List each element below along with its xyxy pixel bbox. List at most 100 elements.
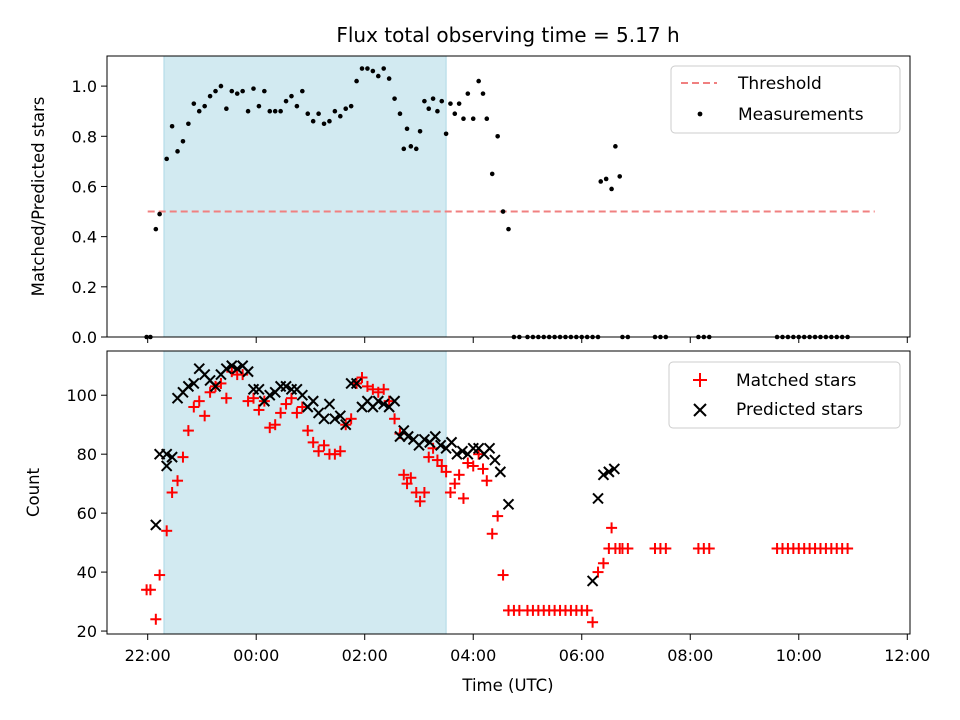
matched-point-49: [401, 478, 413, 490]
predicted-point-63: [483, 442, 496, 454]
predicted-point-20: [253, 383, 265, 396]
measurement-point-7: [180, 139, 186, 144]
axes-bottom: 20 40 60 80 100 22:00 00:00 02:00 04:00 06:00 08:…: [24, 350, 930, 695]
measurement-point-60: [452, 111, 458, 117]
matched-point-90: [606, 522, 618, 534]
measurement-point-48: [401, 146, 407, 152]
axes-frame-bottom: [106, 350, 911, 635]
matched-point-70: [497, 569, 509, 581]
predicted-point-48: [402, 430, 414, 443]
predicted-point-66: [502, 498, 515, 510]
measurement-point-89: [603, 176, 609, 182]
measurement-point-34: [327, 118, 332, 124]
matched-point-40: [356, 372, 368, 384]
measurement-point-29: [300, 88, 305, 94]
matched-point-64: [467, 460, 479, 472]
matched-point-94: [622, 543, 634, 555]
measurement-point-26: [283, 98, 289, 104]
chart-title: Flux total observing time = 5.17 h: [336, 23, 679, 47]
predicted-point-46: [394, 430, 406, 443]
matched-point-44: [378, 383, 390, 395]
predicted-point-3: [160, 448, 173, 460]
predicted-point-36: [340, 418, 352, 431]
predicted-point-58: [456, 445, 469, 457]
predicted-point-67: [586, 575, 599, 587]
matched-point-60: [449, 478, 461, 490]
measurement-point-52: [417, 128, 423, 134]
matched-point-48: [398, 469, 410, 481]
measurement-point-51: [413, 146, 419, 152]
predicted-point-0: [150, 519, 162, 531]
legend-top: Threshold Measurements: [670, 65, 901, 134]
matched-point-33: [318, 439, 330, 451]
legend-measurement-swatch: [697, 111, 703, 117]
matched-point-62: [457, 492, 469, 504]
measurement-point-30: [305, 111, 311, 117]
measurement-point-53: [422, 98, 427, 104]
bottom-xtick-label-1: 00:00: [233, 646, 279, 665]
matched-point-87: [592, 566, 604, 578]
matched-point-88: [597, 557, 609, 569]
matched-point-25: [275, 407, 287, 419]
predicted-point-51: [418, 433, 431, 446]
matched-point-26: [280, 398, 292, 410]
measurement-point-90: [609, 186, 614, 192]
measurement-point-57: [439, 98, 445, 104]
measurement-point-36: [338, 113, 343, 119]
matched-point-57: [436, 460, 448, 472]
measurement-point-41: [365, 66, 370, 71]
predicted-point-8: [188, 377, 200, 390]
matched-point-97: [660, 543, 672, 555]
measurement-point-15: [224, 106, 229, 111]
measurement-point-47: [397, 111, 403, 117]
measurement-point-2: [153, 226, 159, 232]
predicted-point-22: [264, 389, 276, 401]
measurement-point-32: [316, 111, 321, 117]
top-ytick-label-1: 0.2: [72, 278, 97, 297]
predicted-point-70: [603, 466, 615, 478]
y-axis-label-top: Matched/Predicted stars: [29, 97, 48, 297]
x-axis-label: Time (UTC): [461, 676, 553, 695]
matched-point-100: [703, 543, 715, 555]
matched-point-7: [177, 451, 189, 463]
measurement-point-88: [598, 179, 604, 184]
matched-point-69: [492, 510, 504, 522]
measurement-point-23: [267, 108, 273, 114]
predicted-point-68: [592, 492, 604, 505]
measurement-point-62: [461, 116, 466, 122]
matched-point-52: [414, 495, 426, 507]
measurement-point-10: [196, 108, 202, 114]
measurement-point-14: [218, 83, 224, 89]
matched-point-67: [481, 475, 493, 487]
measurement-point-54: [426, 106, 432, 111]
bottom-xtick-label-2: 02:00: [342, 646, 388, 665]
top-ytick-label-3: 0.6: [72, 177, 97, 196]
matched-point-65: [473, 448, 485, 460]
measurement-point-38: [348, 103, 354, 109]
legend-matched-label: Matched stars: [736, 371, 856, 391]
axes-top: 0.0 0.2 0.4 0.6 0.8 1.0 Matched/Predicted sta…: [29, 55, 911, 347]
y-ticks-top: 0.0 0.2 0.4 0.6 0.8 1.0: [72, 77, 107, 347]
measurement-point-12: [207, 93, 213, 99]
predicted-point-60: [467, 442, 479, 454]
predicted-point-4: [166, 451, 178, 463]
matched-point-31: [307, 436, 319, 448]
measurement-point-13: [213, 88, 218, 94]
predicted-point-57: [451, 448, 463, 460]
predicted-star-points: [150, 360, 621, 587]
predicted-point-12: [209, 380, 222, 393]
matched-point-32: [313, 445, 325, 457]
measurement-point-64: [470, 116, 476, 122]
measurement-point-33: [321, 121, 327, 127]
matched-point-20: [247, 392, 259, 404]
matched-point-30: [302, 425, 314, 437]
bottom-ytick-label-4: 100: [66, 386, 97, 405]
predicted-point-64: [489, 454, 501, 466]
matched-point-59: [444, 487, 456, 498]
matched-point-3: [154, 569, 166, 581]
legend-bottom: Matched stars Predicted stars: [668, 361, 901, 429]
predicted-point-43: [378, 398, 390, 410]
measurement-point-18: [240, 88, 245, 94]
measurement-point-20: [251, 86, 256, 91]
predicted-point-71: [608, 463, 621, 475]
